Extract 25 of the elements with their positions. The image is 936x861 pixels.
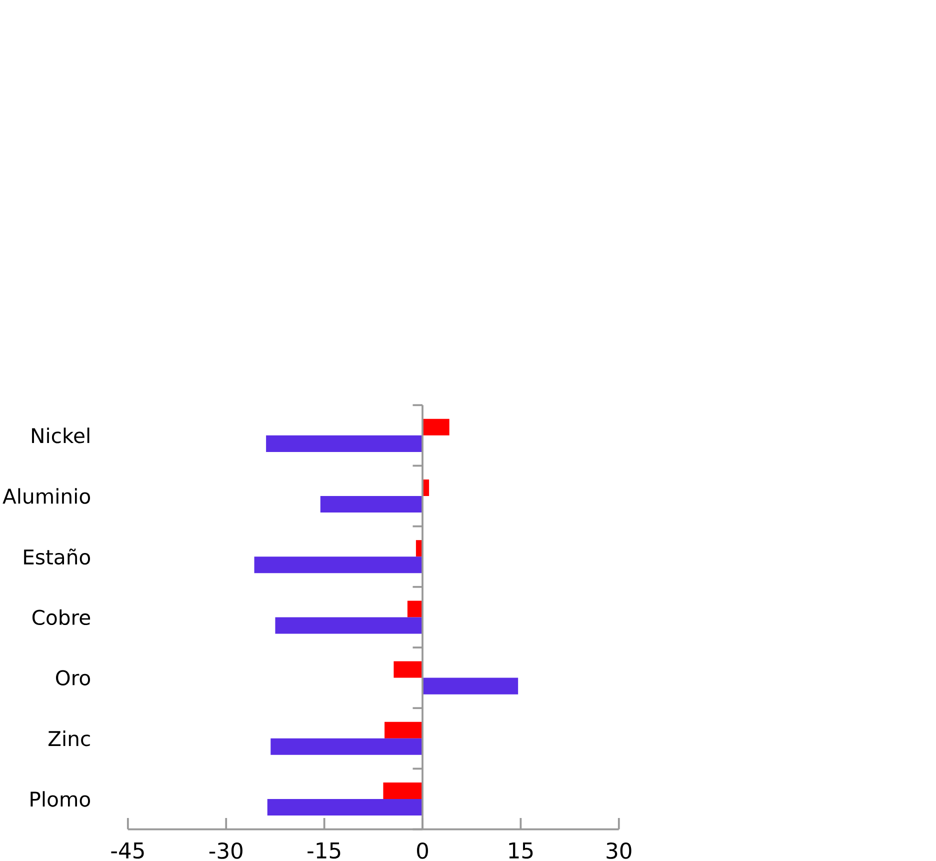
y-tick-label: Nickel [32, 427, 90, 444]
y-tick-label: Cobre [32, 609, 90, 625]
x-tick-label: 0 [417, 842, 428, 859]
bar [407, 600, 422, 618]
x-tick-label: 30 [606, 842, 632, 859]
bar [422, 418, 450, 436]
y-tick-label: Zinc [48, 730, 90, 746]
bar [394, 661, 422, 678]
x-tick-label: -30 [209, 842, 242, 859]
bar [254, 556, 422, 573]
bar [266, 435, 422, 452]
y-tick-label: Aluminio [2, 488, 90, 504]
bar [320, 496, 422, 512]
bar [275, 617, 422, 634]
bar [267, 798, 422, 816]
bar [383, 782, 422, 799]
x-tick-label: 15 [509, 842, 533, 858]
x-tick-label: -15 [308, 842, 340, 858]
bar [270, 738, 422, 755]
bar [384, 722, 422, 738]
y-tick-label: Oro [56, 670, 90, 686]
y-tick-label: Estaño [24, 548, 90, 564]
bar [422, 678, 518, 694]
x-tick-label: -45 [111, 842, 144, 858]
y-tick-label: Plomo [30, 790, 90, 807]
